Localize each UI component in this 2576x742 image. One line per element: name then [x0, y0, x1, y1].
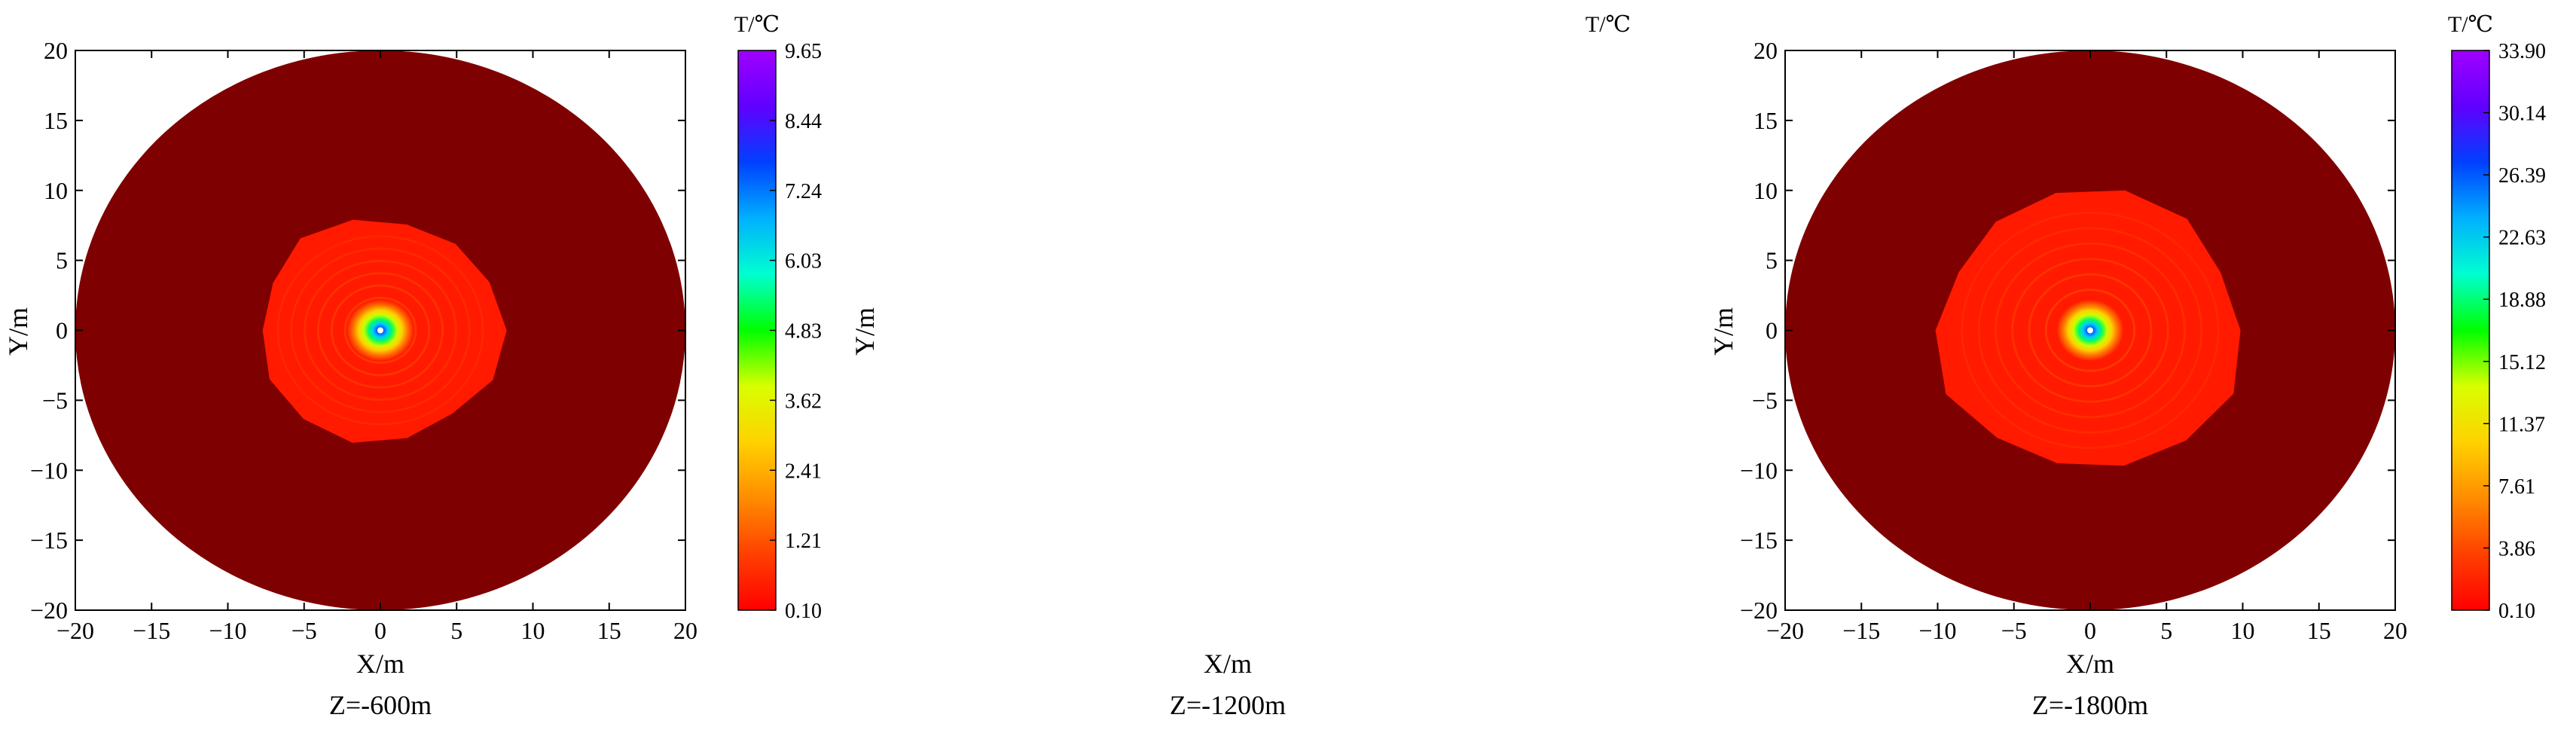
contour-ring: [290, 247, 471, 414]
x-tick-label: −15: [1842, 617, 1880, 644]
contour-ring: [316, 272, 444, 389]
x-tick-label: −10: [1918, 617, 1956, 644]
borehole-point: [2087, 327, 2093, 334]
y-tick-label: 0: [56, 317, 68, 344]
contour-ring: [1961, 211, 2220, 450]
x-tick-label: 5: [2160, 617, 2172, 644]
colorbar-title-1: T/℃: [734, 12, 780, 37]
x-tick-label: −15: [133, 617, 170, 644]
colorbar-gradient: [737, 50, 777, 611]
colorbar-tick-label: 3.86: [2498, 537, 2535, 560]
y-axis-label-1: Y/m: [3, 307, 33, 356]
panel-3: X/m Y/m Z=-1800m T/℃: [1708, 12, 2493, 720]
y-tick-label: −20: [30, 597, 68, 624]
y-tick-label: 15: [1753, 107, 1778, 134]
contour-ring: [2044, 289, 2136, 372]
y-tick-label: 5: [1766, 247, 1778, 274]
colorbar-tick-label: 4.83: [785, 320, 822, 344]
colorbar-tick-label: 2.41: [785, 460, 822, 483]
axis-ticks-2: −20 −15 −10 −5 0 5 10 15 20 −20 −15 −10 −5 0 5 10 15 20: [1740, 37, 2407, 644]
y-tick-label: −5: [1752, 386, 1778, 414]
axis-ticks-1: −20 −15 −10 −5 0 5 10 15 20 −20 −15 −10 −5 0 5 10 15 20: [30, 37, 697, 644]
panel-2: −20 −15 −10 −5 0 5 10 15 20 −20 −15 −10 −5 0 5 10 15 20 X…: [850, 12, 2546, 720]
colorbar-2: 33.90 30.14 26.39 22.63 18.88 15.12 11.37 7.61 3…: [2451, 40, 2546, 623]
colorbar-tick-label: 11.37: [2498, 413, 2545, 436]
x-tick-label: 10: [2231, 617, 2255, 644]
colorbar-1: 9.65 8.44 7.24 6.03 4.83 3.62 2.41 1.21 0.10: [737, 40, 822, 623]
contour-ring: [343, 296, 417, 365]
x-tick-label: −20: [1766, 617, 1804, 644]
x-axis-label-1: X/m: [356, 649, 404, 679]
colorbar-tick-label: 0.10: [2498, 600, 2535, 623]
contour-ring: [1977, 227, 2203, 434]
y-tick-label: −10: [1740, 456, 1778, 484]
x-tick-label: 5: [450, 617, 462, 644]
colorbar-tick-label: 9.65: [785, 40, 822, 63]
x-axis-label-3: X/m: [2066, 649, 2114, 679]
colorbar-tick-label: 3.62: [785, 389, 822, 413]
colorbar-tick-label: 7.61: [2498, 475, 2535, 499]
x-tick-label: −20: [56, 617, 94, 644]
panel-1: −20 −15 −10 −5 0 5 10 15 20 −20 −15 −10 −5 0 5 10 15 20 X…: [3, 12, 822, 720]
colorbar-tick-label: 0.10: [785, 600, 822, 623]
contour-ring: [330, 284, 431, 377]
y-tick-label: −15: [30, 527, 68, 554]
colorbar-tick-label: 8.44: [785, 110, 822, 133]
x-tick-label: −5: [291, 617, 317, 644]
panel-subtitle-1: Z=-600m: [329, 690, 432, 720]
y-tick-label: 10: [44, 177, 68, 204]
borehole-point: [377, 327, 383, 334]
colorbar-tick-label: 22.63: [2498, 227, 2546, 250]
y-tick-label: 10: [1753, 177, 1778, 204]
colorbar-title-3: T/℃: [2448, 12, 2493, 37]
y-axis-label-2: Y/m: [850, 307, 880, 356]
y-tick-label: 0: [1766, 317, 1778, 344]
y-tick-label: −5: [42, 386, 68, 414]
contour-ring: [276, 235, 484, 426]
panel-subtitle-2: Z=-1200m: [1170, 690, 1286, 720]
plot-area-2: [1784, 50, 2396, 611]
x-tick-label: 20: [673, 617, 697, 644]
x-tick-label: −5: [2001, 617, 2027, 644]
x-tick-label: 15: [597, 617, 621, 644]
colorbar-tick-label: 15.12: [2498, 351, 2546, 374]
y-tick-label: −10: [30, 456, 68, 484]
colorbar-title-2: T/℃: [1586, 12, 1631, 37]
y-tick-label: 20: [1753, 37, 1778, 64]
plot-area-1: [75, 50, 686, 611]
colorbar-tick-label: 30.14: [2498, 102, 2546, 126]
colorbar-tick-label: 6.03: [785, 250, 822, 273]
x-axis-label-2: X/m: [1204, 649, 1252, 679]
y-tick-label: −15: [1740, 527, 1778, 554]
colorbar-tick-label: 7.24: [785, 180, 822, 203]
colorbar-gradient: [2451, 50, 2490, 611]
colorbar-tick-label: 33.90: [2498, 40, 2546, 63]
y-axis-label-3: Y/m: [1708, 307, 1738, 356]
contour-ring: [2011, 258, 2169, 403]
x-tick-label: 20: [2383, 617, 2407, 644]
colorbar-tick-label: 18.88: [2498, 289, 2546, 312]
panel-subtitle-3: Z=-1800m: [2032, 690, 2148, 720]
colorbar-tick-label: 1.21: [785, 530, 822, 553]
x-tick-label: −10: [209, 617, 246, 644]
x-tick-label: 0: [2084, 617, 2096, 644]
y-tick-label: 5: [56, 247, 68, 274]
colorbar-tick-label: 26.39: [2498, 164, 2546, 188]
contour-ring: [1994, 242, 2187, 419]
contour-ring: [2028, 273, 2153, 388]
y-tick-label: 15: [44, 107, 68, 134]
y-tick-label: −20: [1740, 597, 1778, 624]
y-tick-label: 20: [44, 37, 68, 64]
x-tick-label: 15: [2307, 617, 2331, 644]
contour-ring: [304, 259, 457, 402]
x-tick-label: 10: [521, 617, 545, 644]
x-tick-label: 0: [374, 617, 386, 644]
